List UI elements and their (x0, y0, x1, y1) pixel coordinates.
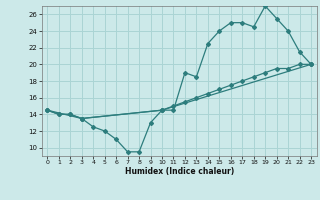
X-axis label: Humidex (Indice chaleur): Humidex (Indice chaleur) (124, 167, 234, 176)
